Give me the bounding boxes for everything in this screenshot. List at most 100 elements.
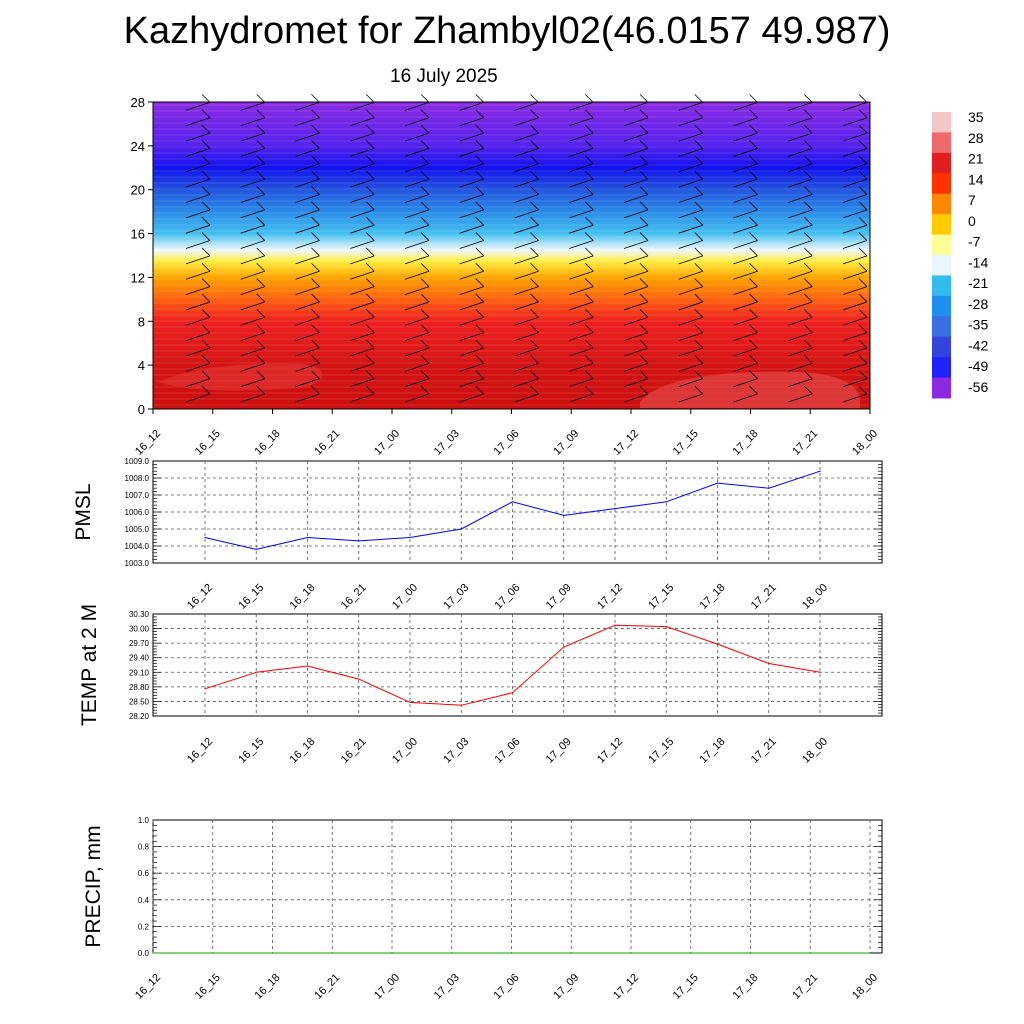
wind-barb	[240, 94, 266, 111]
wind-barb	[350, 155, 375, 173]
temp-ytick-label: 30.30	[129, 610, 150, 619]
wind-barb	[459, 262, 485, 280]
wind-barb	[788, 309, 813, 326]
wind-barb	[678, 155, 704, 173]
wind-barb	[733, 232, 758, 249]
wind-barb	[623, 324, 649, 342]
wind-barb	[514, 201, 539, 219]
wind-barb	[569, 109, 594, 127]
wind-barb	[678, 124, 704, 142]
precip-data-point	[570, 952, 572, 954]
pmsl-data-point	[358, 540, 360, 542]
wind-barb	[240, 309, 266, 326]
wind-barb	[623, 232, 649, 249]
wind-barb	[240, 370, 266, 388]
temp-xtick-label: 16_18	[288, 736, 318, 766]
pmsl-data-point	[204, 536, 206, 539]
wind-barb	[569, 170, 594, 188]
heatmap-xtick-label: 16_18	[253, 428, 283, 458]
pmsl-xtick-label: 17_06	[493, 582, 523, 612]
wind-barb	[185, 232, 211, 249]
wind-barb	[623, 339, 649, 357]
pmsl-xtick-label: 17_12	[595, 582, 625, 612]
wind-barb	[569, 293, 594, 311]
wind-barb	[788, 155, 813, 173]
wind-barb	[185, 324, 211, 342]
wind-barb	[295, 278, 320, 295]
pmsl-xtick-label: 16_12	[185, 582, 215, 612]
wind-barb	[514, 232, 539, 249]
precip-xtick-label: 17_03	[432, 972, 462, 1002]
pmsl-ytick-label: 1004.0	[125, 542, 150, 551]
colorbar-label: -49	[968, 358, 988, 374]
wind-barb	[514, 355, 539, 372]
colorbar-swatch	[932, 112, 951, 133]
wind-barb	[842, 155, 868, 173]
temp-data-point	[511, 692, 514, 694]
wind-barb	[295, 309, 320, 326]
wind-barb	[623, 155, 649, 173]
wind-barb	[459, 232, 485, 249]
heatmap-xtick-label: 17_15	[671, 428, 701, 458]
wind-barb	[842, 355, 868, 372]
wind-barb	[295, 385, 320, 403]
wind-barb	[678, 247, 704, 265]
wind-barb	[240, 186, 266, 203]
pmsl-data-point	[768, 487, 770, 489]
wind-barb	[459, 94, 485, 111]
wind-barb	[842, 109, 868, 127]
colorbar-label: -14	[968, 254, 988, 270]
wind-barb	[788, 170, 813, 188]
wind-barb	[404, 355, 430, 372]
pmsl-xtick-label: 17_21	[749, 582, 779, 612]
wind-barb	[733, 262, 758, 280]
wind-barb	[678, 324, 704, 342]
wind-barb	[295, 140, 320, 157]
wind-barb	[842, 370, 868, 388]
wind-barb	[295, 109, 320, 127]
wind-barb	[788, 355, 813, 372]
wind-barb	[295, 94, 320, 111]
heatmap-xtick-label: 17_03	[432, 428, 462, 458]
pmsl-xtick-label: 16_18	[288, 582, 318, 612]
wind-barb	[623, 293, 649, 311]
precip-xtick-label: 17_12	[611, 972, 641, 1002]
precip-data-point	[749, 952, 752, 954]
temp-ytick-label: 29.40	[129, 654, 150, 663]
wind-barb	[295, 170, 320, 188]
heatmap-xtick-label: 16_21	[312, 428, 342, 458]
heatmap-ytick-label: 20	[131, 183, 145, 198]
wind-barb	[185, 370, 211, 388]
colorbar-label: -7	[968, 234, 981, 250]
wind-barb	[295, 262, 320, 280]
wind-barb	[623, 216, 649, 234]
temp-data-point	[358, 678, 360, 680]
wind-barb	[788, 293, 813, 311]
wind-barb	[842, 339, 868, 357]
wind-barb	[240, 109, 266, 127]
wind-barb	[569, 278, 594, 295]
wind-barb	[842, 170, 868, 188]
wind-barb	[514, 155, 539, 173]
wind-barb	[240, 140, 266, 157]
precip-frame	[152, 819, 883, 954]
heatmap-xtick-label: 17_00	[372, 428, 402, 458]
wind-barb	[514, 170, 539, 188]
wind-barb	[788, 324, 813, 342]
wind-barb	[514, 370, 539, 388]
temp-ylabel: TEMP at 2 M	[78, 604, 101, 726]
wind-barb	[733, 355, 758, 372]
wind-barb	[350, 170, 375, 188]
temp-xtick-label: 17_18	[698, 736, 728, 766]
colorbar-swatch	[932, 214, 951, 236]
wind-barb	[569, 216, 594, 234]
wind-barb	[514, 385, 539, 403]
wind-barb	[404, 293, 430, 311]
wind-barb	[514, 339, 539, 357]
wind-barb	[514, 186, 539, 203]
wind-barb	[842, 309, 868, 326]
precip-panel: 0.0 0.2 0.4 0.6 0.8 1.0 16_12 16_15 16_18 16_21 17…	[82, 816, 883, 1002]
wind-barb	[350, 370, 375, 388]
wind-barb	[842, 124, 868, 142]
wind-barb	[404, 216, 430, 234]
